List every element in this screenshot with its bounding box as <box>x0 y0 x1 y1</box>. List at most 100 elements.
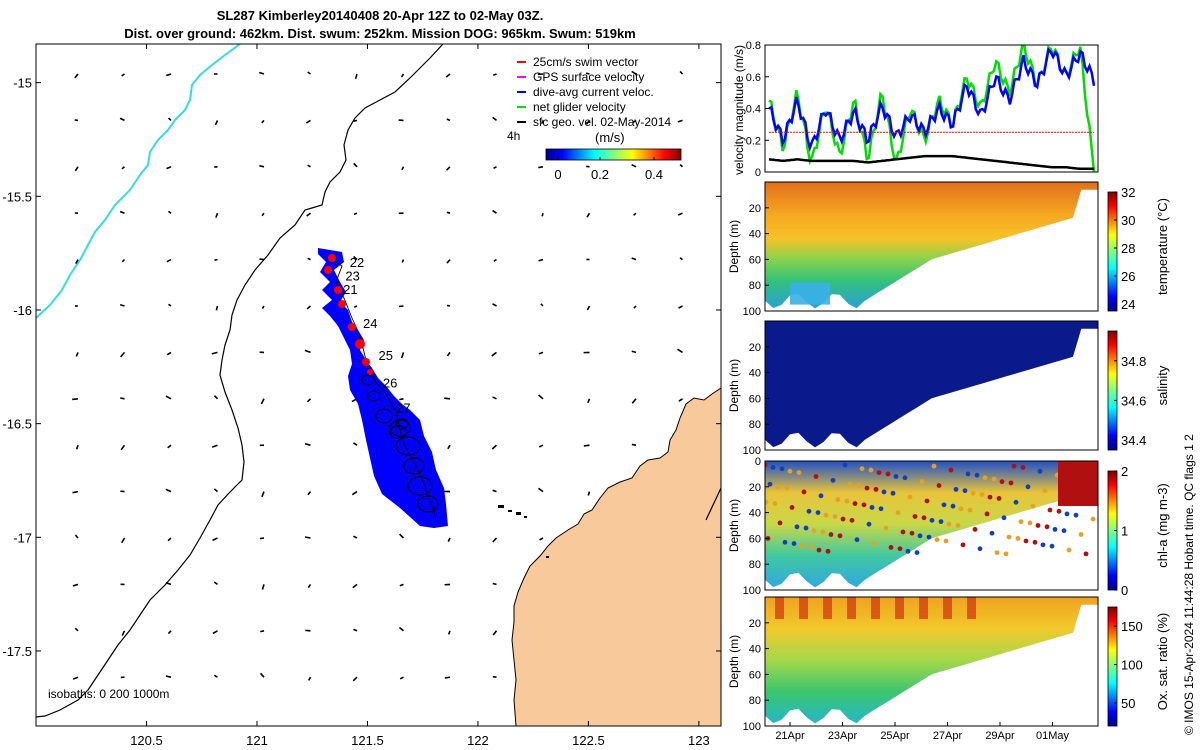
map-x-tick-label: 121 <box>246 733 268 748</box>
map-y-tick-label: -16 <box>13 303 32 318</box>
chl-sample-dot <box>856 483 862 488</box>
profile-data-field <box>765 182 1098 309</box>
depth-tick-label: 80 <box>749 559 761 571</box>
chl-sample-dot <box>914 550 920 555</box>
depth-tick-label: 60 <box>749 254 761 266</box>
date-tick-label: 27Apr <box>933 730 963 742</box>
chl-sample-dot <box>962 488 968 494</box>
depth-tick-label: 80 <box>749 419 761 431</box>
chl-sample-dot <box>842 462 848 468</box>
profile-colorbar <box>1107 606 1118 727</box>
legend-entry: net glider velocity <box>533 100 626 114</box>
chl-sample-dot <box>878 506 884 512</box>
velocity-y-tick-label: 0.6 <box>746 72 761 84</box>
chl-sample-dot <box>828 532 834 537</box>
depth-tick-label: 20 <box>749 482 761 494</box>
chl-sample-dot <box>825 548 831 554</box>
chl-sample-dot <box>934 537 940 543</box>
colorbar-tick-label: 0.4 <box>645 167 663 182</box>
chl-sample-dot <box>974 472 980 478</box>
depth-tick-label: 40 <box>749 229 761 241</box>
chl-sample-dot <box>767 481 773 487</box>
depth-tick-label: 20 <box>749 342 761 354</box>
chl-sample-dot <box>830 477 836 483</box>
chl-sample-dot <box>1090 516 1096 522</box>
chl-sample-dot <box>1052 526 1058 532</box>
chl-sample-dot <box>991 476 997 482</box>
chl-sample-dot <box>765 499 769 505</box>
isobaths-label: isobaths: 0 200 1000m <box>48 687 169 701</box>
chl-sample-dot <box>1018 519 1024 525</box>
map-y-tick-label: -15 <box>13 76 32 91</box>
islands <box>498 505 549 558</box>
chl-sample-dot <box>967 507 973 513</box>
profile-colorbar <box>1107 191 1118 312</box>
chl-sample-dot <box>1011 463 1017 469</box>
chl-sample-dot <box>869 505 875 510</box>
chl-sample-dot <box>885 471 891 477</box>
chl-sample-dot <box>849 517 855 523</box>
colorbar-tick-label: 26 <box>1121 269 1135 284</box>
chl-sample-dot <box>1073 512 1079 518</box>
chl-sample-dot <box>1056 508 1062 514</box>
chl-sample-dot <box>987 494 993 500</box>
cold-patch <box>790 282 830 305</box>
chl-sample-dot <box>999 479 1005 485</box>
map-x-tick-label: 123 <box>688 733 710 748</box>
map-y-tick-label: -17.5 <box>2 644 32 659</box>
chl-sample-dot <box>994 550 1000 555</box>
date-tick-label: 01May <box>1036 730 1070 742</box>
oxygen-band <box>967 597 976 619</box>
chl-sample-dot <box>881 489 887 495</box>
chl-sample-dot <box>789 505 795 510</box>
colorbar-tick-label: 28 <box>1121 241 1135 256</box>
velocity-y-tick-label: 0.4 <box>746 104 761 116</box>
chl-sample-dot <box>955 523 961 528</box>
colorbar-variable-label: temperature (°C) <box>1155 198 1170 295</box>
profile-data-field <box>765 321 1098 448</box>
colorbar-tick-label: 34.4 <box>1121 433 1146 448</box>
chl-sample-dot <box>972 526 978 532</box>
chl-sample-dot <box>1001 515 1007 521</box>
depth-tick-label: 100 <box>743 445 761 457</box>
oxygen-band <box>799 597 808 619</box>
profile-panel: 20 40 60 80 100 Depth (m) 34.4 34.6 34.8 salinity <box>727 320 1170 457</box>
chl-sample-dot <box>1023 538 1029 544</box>
land-mass <box>511 387 721 726</box>
chl-sample-dot <box>816 547 822 553</box>
colorbar-tick-label: 50 <box>1121 696 1135 711</box>
depth-tick-label: 20 <box>749 618 761 630</box>
chl-sample-dot <box>775 484 781 490</box>
depth-tick-label: 100 <box>743 585 761 597</box>
colorbar-tick-label: 0 <box>554 167 561 182</box>
chl-sample-dot <box>832 514 838 519</box>
chl-sample-dot <box>902 475 908 481</box>
oxygen-band <box>823 597 832 619</box>
chl-sample-dot <box>854 537 860 543</box>
chl-sample-dot <box>1064 511 1070 517</box>
chl-sample-dot <box>946 521 952 527</box>
velocity-ylabel: velocity magnitude (m/s) <box>732 45 746 175</box>
chl-sample-dot <box>847 481 853 487</box>
velocity-series-line <box>768 154 1094 171</box>
chl-sample-dot <box>909 530 915 536</box>
depth-tick-label: 20 <box>749 203 761 215</box>
chl-sample-dot <box>823 512 829 518</box>
chl-sample-dot <box>794 524 800 530</box>
legend-entry: 25cm/s swim vector <box>533 55 638 69</box>
oxygen-band <box>919 597 928 619</box>
chl-sample-dot <box>1008 480 1014 486</box>
chl-sample-dot <box>859 466 865 472</box>
chl-sample-dot <box>958 506 964 512</box>
chl-sample-dot <box>1013 499 1019 505</box>
chl-sample-dot <box>1037 468 1043 474</box>
chl-sample-dot <box>1020 465 1026 470</box>
chl-sample-dot <box>840 516 846 522</box>
chl-sample-dot <box>808 545 814 550</box>
colorbar-tick-label: 1 <box>1121 524 1128 539</box>
chl-sample-dot <box>1042 488 1048 494</box>
colorbar-variable-label: chl-a (mg m-3) <box>1155 483 1170 568</box>
map-x-tick-label: 122.5 <box>572 733 605 748</box>
colorbar-tick-label: 150 <box>1121 619 1143 634</box>
chl-sample-dot <box>820 529 826 535</box>
